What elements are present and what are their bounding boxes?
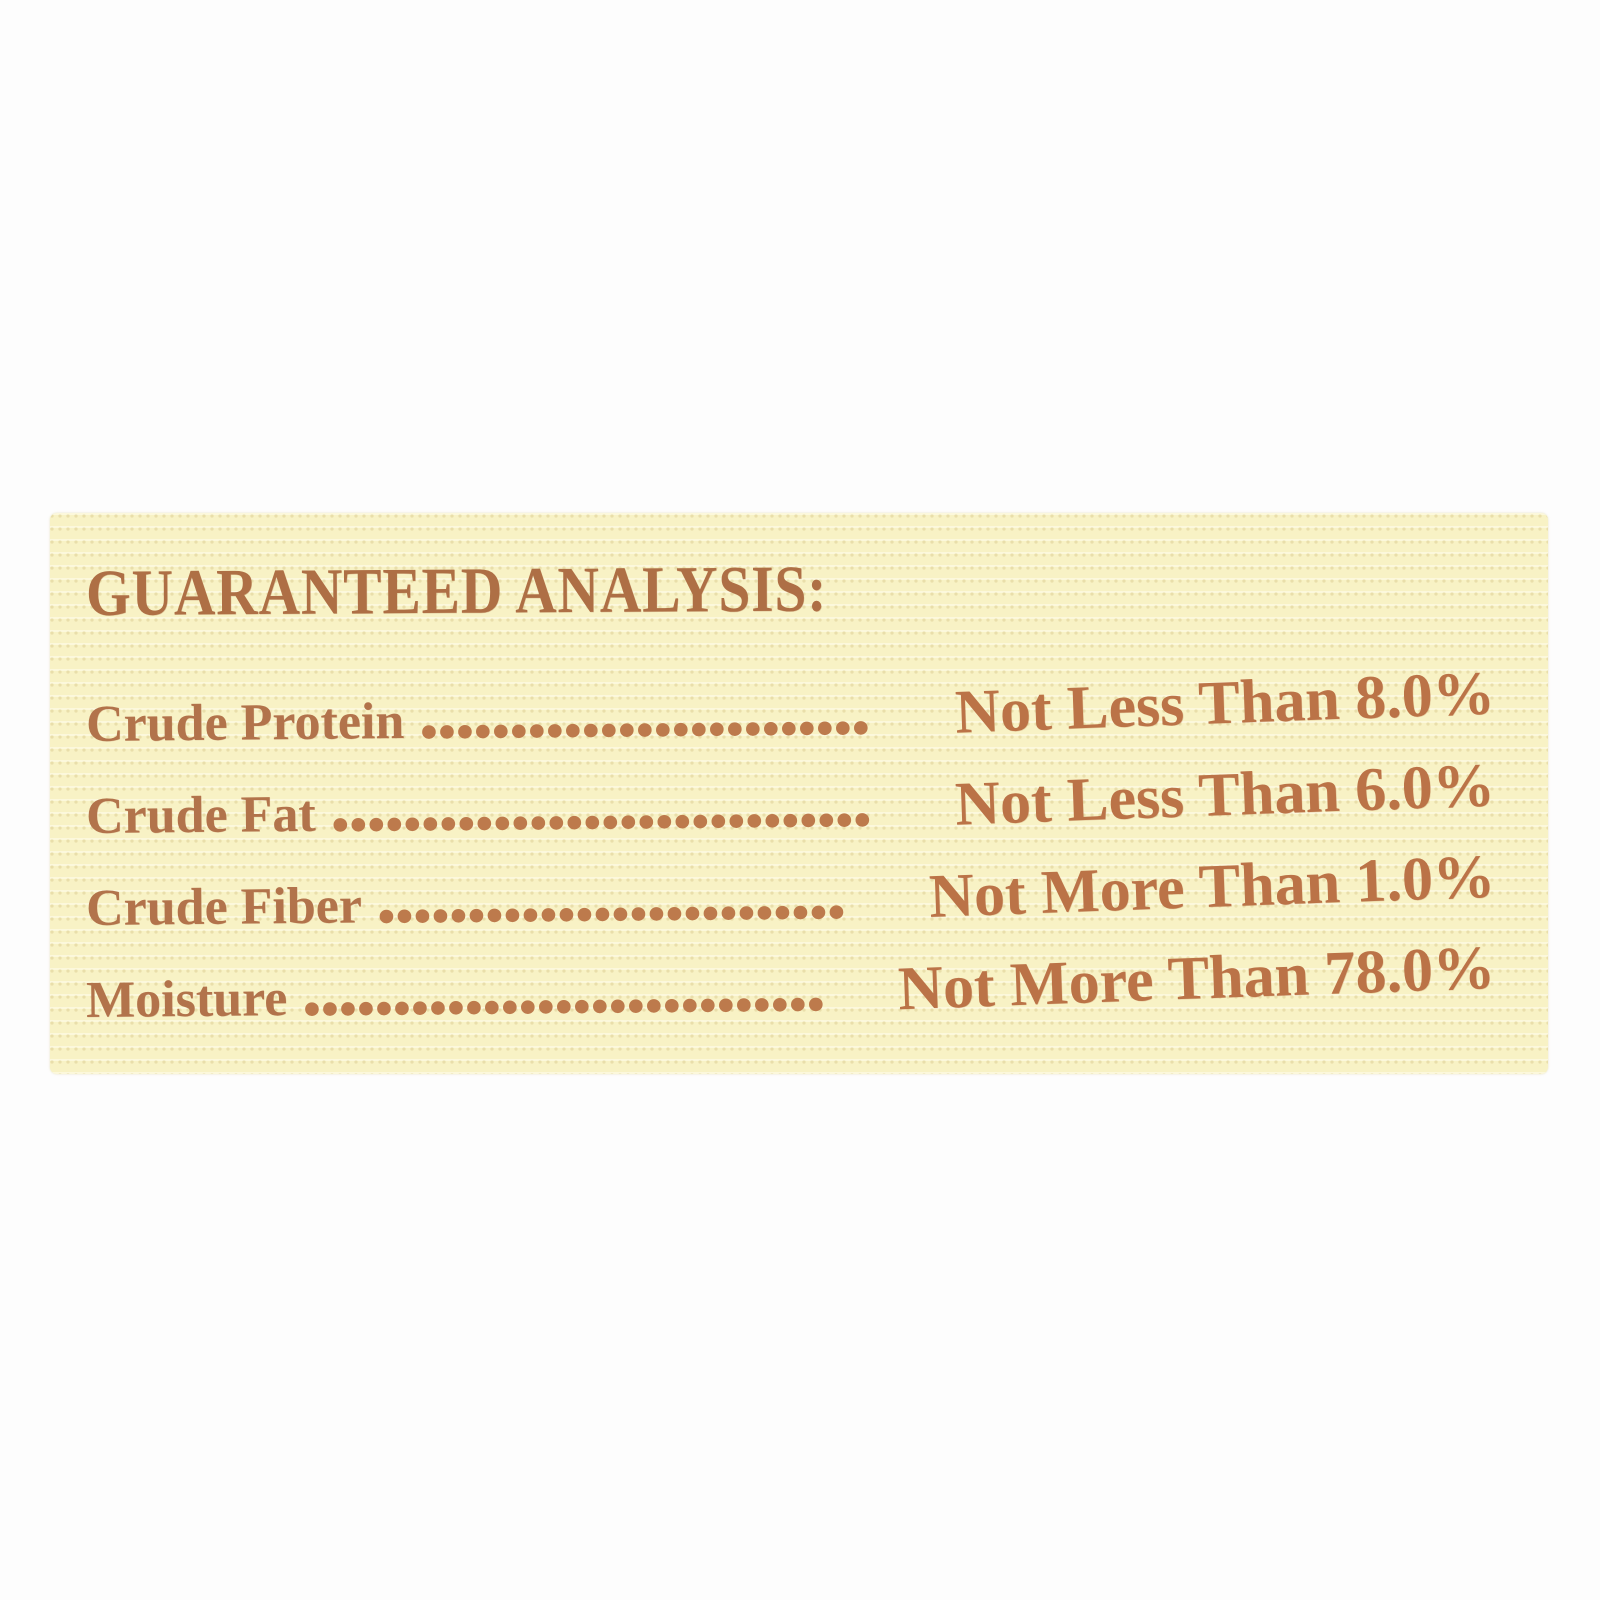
leader-dots: .......................... [375,847,845,938]
analysis-row-moisture: Moisture ............................. N… [86,934,1497,1040]
nutrient-value: Not Less Than 6.0% [954,751,1497,839]
guaranteed-analysis-heading: GUARANTEED ANALYSIS: [85,552,828,630]
analysis-row-crude-protein: Crude Protein ......................... … [86,658,1497,764]
nutrient-name: Crude Fiber [85,877,363,937]
analysis-row-crude-fat: Crude Fat ..............................… [86,750,1497,856]
nutrient-value: Not More Than 78.0% [896,933,1497,1024]
leader-dots: ......................... [417,663,869,753]
analysis-row-crude-fiber: Crude Fiber .......................... N… [86,842,1497,948]
nutrient-value: Not Less Than 8.0% [954,659,1497,747]
nutrient-value: Not More Than 1.0% [927,842,1497,931]
label-content: GUARANTEED ANALYSIS: Crude Protein .....… [86,513,1496,1040]
nutrient-name: Crude Fat [85,785,316,845]
guaranteed-analysis-label: GUARANTEED ANALYSIS: Crude Protein .....… [50,513,1548,1074]
nutrient-name: Crude Protein [85,692,405,753]
analysis-rows: Crude Protein ......................... … [86,659,1497,1040]
leader-dots: .............................. [329,755,871,846]
nutrient-name: Moisture [85,970,288,1029]
leader-dots: ............................. [300,940,824,1030]
